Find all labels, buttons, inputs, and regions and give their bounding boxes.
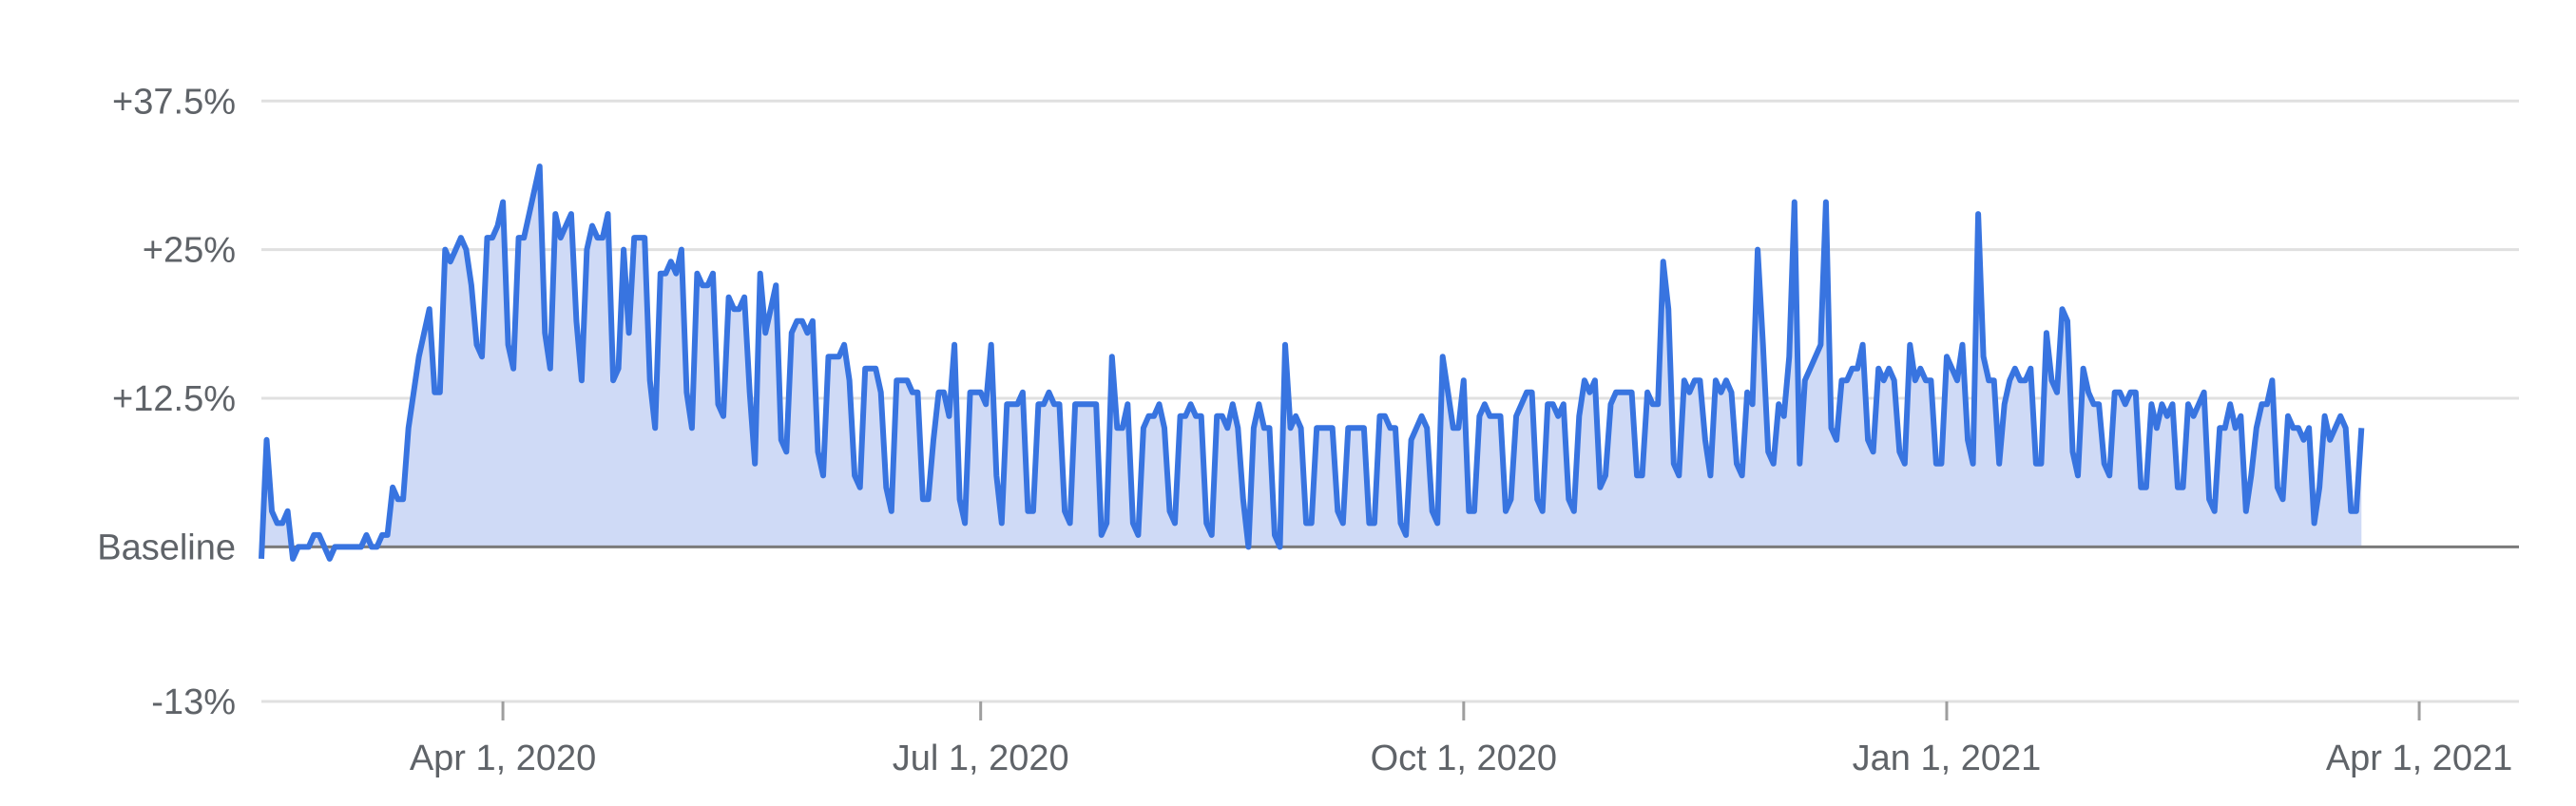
series-area-fill	[261, 166, 2362, 559]
series-line	[259, 163, 2365, 562]
x-axis-ticks: Apr 1, 2020 Jul 1, 2020 Oct 1, 2020 Jan 1, …	[410, 701, 2512, 778]
y-tick-label: Baseline	[97, 528, 236, 567]
x-tick-label: Jul 1, 2020	[893, 739, 1069, 778]
y-tick-label: +25%	[143, 231, 236, 271]
y-tick-label: +12.5%	[112, 379, 236, 419]
x-tick-label: Jan 1, 2021	[1853, 739, 2042, 778]
x-tick-label: Oct 1, 2020	[1371, 739, 1557, 778]
y-tick-label: +37.5%	[112, 82, 236, 122]
y-axis-ticks: +37.5% +25% +12.5% Baseline -13%	[97, 82, 236, 722]
y-tick-label: -13%	[151, 682, 236, 722]
x-tick-label: Apr 1, 2020	[410, 739, 596, 778]
x-tick-label: Apr 1, 2021	[2326, 739, 2512, 778]
